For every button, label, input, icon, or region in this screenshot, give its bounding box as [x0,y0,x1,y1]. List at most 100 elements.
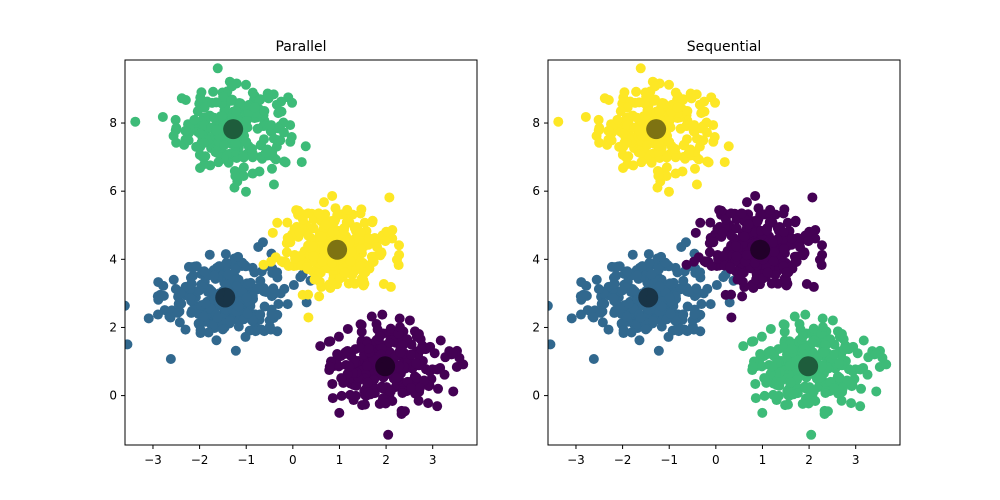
data-point [204,249,215,260]
data-point [782,217,793,228]
y-tick-label: 8 [109,116,117,130]
data-point [870,348,881,359]
data-point [653,170,664,181]
data-point [281,247,292,258]
data-point [176,93,187,104]
data-point [285,136,296,147]
data-point [650,81,661,92]
axes-frame [547,59,901,446]
data-point [158,280,169,291]
data-point [270,252,281,263]
data-point [356,326,367,337]
points-group [125,63,469,440]
x-tick-label: −1 [237,453,255,467]
x-tick-label: −1 [660,453,678,467]
data-point [448,386,459,397]
x-tick-label: −2 [614,453,632,467]
data-point [739,231,750,242]
data-point [779,326,790,337]
data-point [375,250,386,261]
data-point [695,217,706,228]
data-point [663,331,674,342]
data-point [285,237,296,248]
data-point [233,251,244,262]
data-point [654,106,665,117]
data-point [681,259,692,270]
data-point [767,361,778,372]
data-point [634,335,645,346]
data-point [125,300,130,311]
y-tick-label: 0 [532,389,540,403]
data-point [672,102,683,113]
data-point [798,250,809,261]
data-point [165,353,176,364]
data-point [608,293,619,304]
data-point [171,137,182,148]
data-point [634,97,645,108]
data-point [643,249,654,260]
data-point [765,345,776,356]
data-point [332,349,343,360]
data-point [711,280,722,291]
data-point [267,227,278,238]
data-point [355,319,366,330]
data-point [575,309,586,320]
data-point [617,285,628,296]
data-point [846,398,857,409]
data-point [670,168,681,179]
data-point [837,382,848,393]
data-point [209,270,220,281]
data-point [411,358,422,369]
data-point [345,256,356,267]
data-point [266,163,277,174]
data-point [212,63,223,74]
data-point [852,348,863,359]
data-point [273,108,284,119]
data-point [681,134,692,145]
data-point [661,162,672,173]
cluster-center-marker [375,356,396,377]
data-point [316,231,327,242]
data-point [170,283,181,294]
data-point [808,323,819,334]
data-point [718,272,729,283]
data-point [223,269,234,280]
data-point [698,288,709,299]
data-point [344,361,355,372]
data-point [580,111,591,122]
data-point [240,186,251,197]
data-point [768,389,779,400]
data-point [631,86,642,97]
data-point [834,358,845,369]
data-point [755,349,766,360]
data-point [778,319,789,330]
data-point [406,382,417,393]
data-point [635,63,646,74]
data-point [714,205,725,216]
data-point [704,247,715,258]
data-point [291,205,302,216]
data-point [172,307,183,318]
data-point [294,227,305,238]
data-point [238,171,249,182]
data-point [278,127,289,138]
data-point [220,249,231,260]
data-point [241,292,252,303]
data-point [260,147,271,158]
data-point [366,311,377,322]
data-point [318,250,329,261]
data-point [622,266,633,277]
data-point [170,125,181,136]
data-point [606,135,617,146]
data-point [836,329,847,340]
data-point [363,233,374,244]
data-point [342,204,353,215]
data-point [678,309,689,320]
data-point [593,125,604,136]
data-point [268,179,279,190]
data-point [276,96,287,107]
data-point [308,223,319,234]
data-point [842,375,853,386]
data-point [630,320,641,331]
data-point [766,278,777,289]
